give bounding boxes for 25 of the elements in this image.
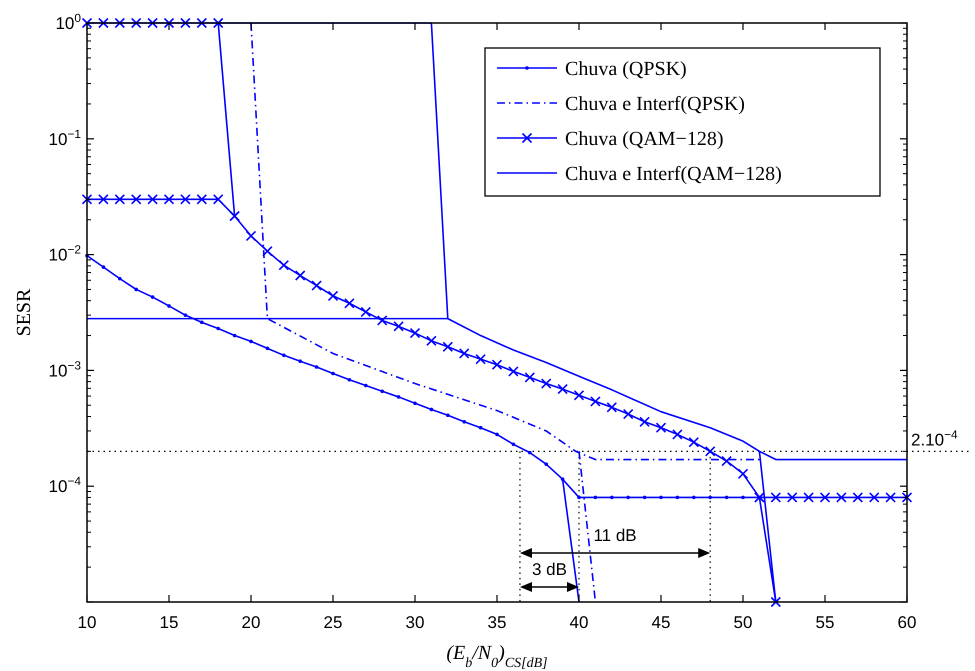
x-tick-label: 25 — [324, 613, 342, 632]
ref-line-label: 2.10$^{−4}$ — [911, 427, 958, 450]
legend-label: Chuva e Interf(QAM−128) — [565, 163, 782, 185]
y-tick-label: 10$^{−2}$ — [48, 242, 82, 265]
annotation: 11 dB — [593, 526, 637, 545]
x-tick-label: 20 — [242, 613, 260, 632]
legend-label: Chuva (QAM−128) — [565, 128, 724, 150]
x-tick-label: 30 — [406, 613, 424, 632]
legend-label: Chuva (QPSK) — [565, 58, 687, 80]
y-tick-label: 10$^{−4}$ — [48, 474, 82, 496]
x-tick-label: 35 — [488, 613, 506, 632]
legend-label: Chuva e Interf(QPSK) — [565, 93, 745, 115]
y-axis-title: SESR — [13, 288, 35, 336]
x-tick-label: 15 — [160, 613, 178, 632]
y-tick-label: 10$^{0}$ — [55, 11, 82, 33]
x-tick-label: 50 — [734, 613, 752, 632]
y-tick-label: 10$^{−3}$ — [48, 358, 82, 380]
x-tick-label: 45 — [652, 613, 670, 632]
y-tick-label: 10$^{−1}$ — [48, 126, 82, 149]
x-tick-label: 60 — [898, 613, 916, 632]
x-tick-label: 40 — [570, 613, 588, 632]
annotation: 3 dB — [532, 560, 567, 579]
x-tick-label: 55 — [816, 613, 834, 632]
x-axis-title: (E$_{b}$/N$_{0}$)$_{CS[dB]}$ — [446, 642, 548, 670]
x-tick-label: 10 — [78, 613, 96, 632]
